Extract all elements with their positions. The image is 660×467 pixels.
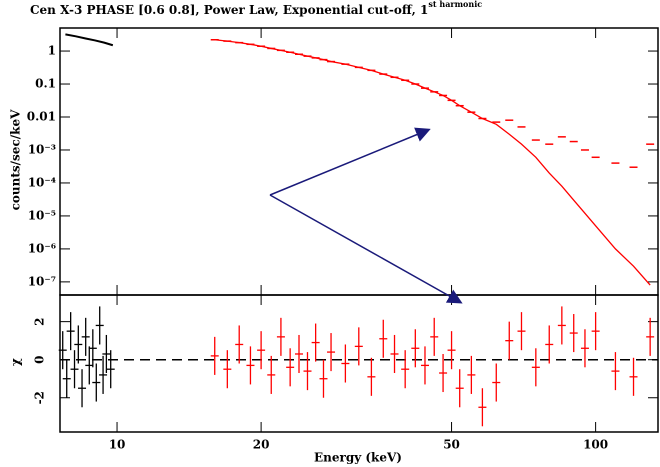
title-superscript: st harmonic bbox=[428, 0, 482, 9]
marks: 10⁻⁷ 10⁻⁶ 10⁻⁵ 10⁻⁴ 10⁻³ 0.01 0.1 1 -2 0 2 10 20 50 10… bbox=[27, 28, 658, 452]
y-tick-label: 0.1 bbox=[35, 77, 56, 91]
y-axis-label: counts/sec/keV bbox=[9, 109, 23, 210]
residual-axis-label: χ bbox=[9, 358, 23, 366]
title-main: Cen X-3 PHASE [0.6 0.8], Power Law, Expo… bbox=[30, 3, 428, 17]
y-tick-label: 10⁻⁷ bbox=[28, 274, 56, 288]
y-tick-label: 10⁻⁵ bbox=[28, 208, 56, 222]
arrow bbox=[269, 194, 463, 304]
x-tick-label: 10 bbox=[109, 438, 126, 452]
bottom-frame bbox=[59, 294, 659, 433]
y-tick-label: 10⁻³ bbox=[28, 142, 56, 156]
x-tick-label: 100 bbox=[583, 438, 608, 452]
y-tick-label: 10⁻⁶ bbox=[28, 241, 56, 255]
model-line bbox=[214, 39, 651, 286]
y-tick-label: 10⁻⁴ bbox=[28, 175, 56, 189]
x-tick-label: 20 bbox=[253, 438, 270, 452]
arrow bbox=[269, 127, 431, 196]
y-tick-label: 0.01 bbox=[27, 110, 56, 124]
x-tick-label: 50 bbox=[443, 438, 460, 452]
chart-title: Cen X-3 PHASE [0.6 0.8], Power Law, Expo… bbox=[30, 0, 482, 17]
y-tick-label: 0 bbox=[33, 356, 47, 364]
y-tick-label: 1 bbox=[48, 44, 56, 58]
y-tick-label: 2 bbox=[33, 317, 47, 325]
annotation-arrows bbox=[269, 127, 463, 304]
y-tick-label: -2 bbox=[33, 391, 47, 404]
x-axis-label: Energy (keV) bbox=[314, 451, 402, 465]
data-line bbox=[65, 33, 114, 47]
